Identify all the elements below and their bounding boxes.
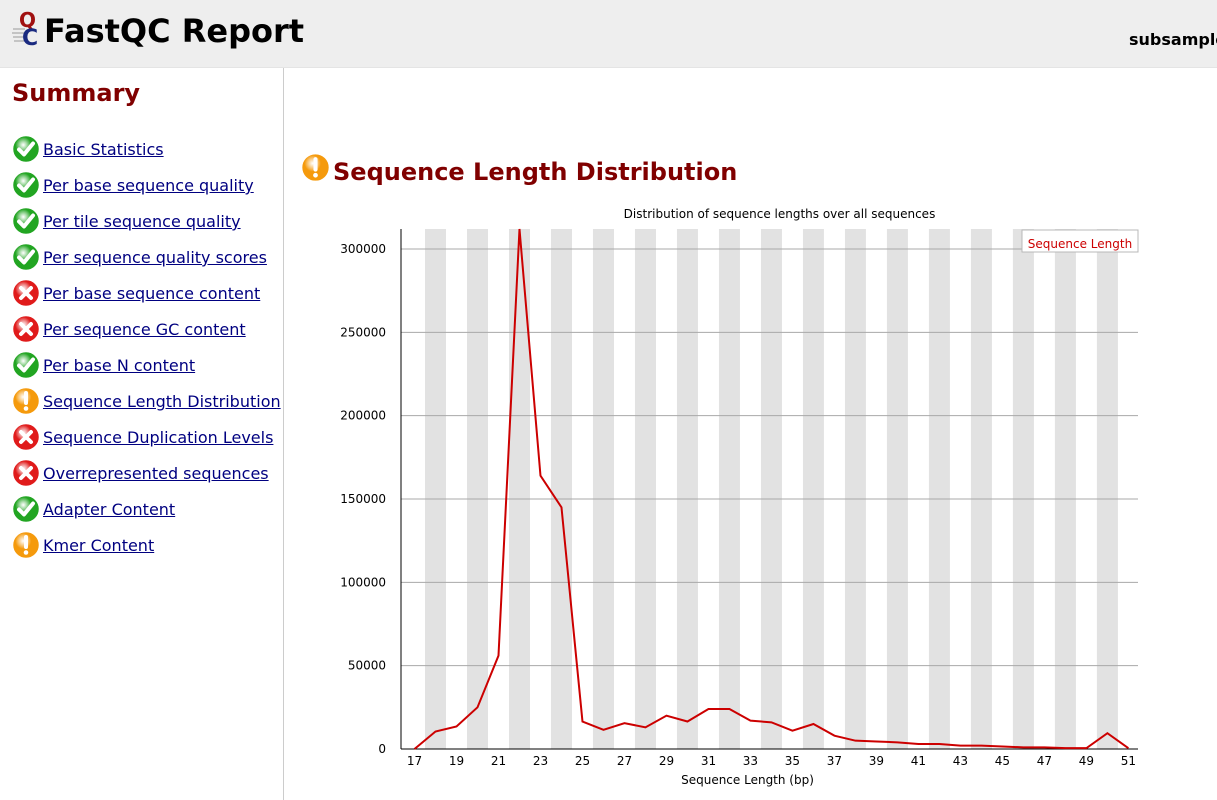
module-link[interactable]: Sequence Length Distribution	[43, 392, 281, 411]
x-tick-label: 31	[701, 754, 716, 768]
x-tick-label: 21	[491, 754, 506, 768]
module-item: Sequence Length Distribution	[11, 386, 281, 422]
summary-sidebar: Summary Basic Statistics Per base sequenc…	[0, 68, 284, 800]
module-item: Per sequence quality scores	[11, 242, 281, 278]
module-link[interactable]: Adapter Content	[43, 500, 176, 519]
y-tick-label: 300000	[340, 242, 386, 256]
x-tick-label: 45	[995, 754, 1010, 768]
sequence-length-chart: 0 50000 100000 150000 200000 250000 300000 17 19…	[340, 207, 1139, 787]
x-tick-label: 43	[953, 754, 968, 768]
module-link[interactable]: Per base sequence content	[43, 284, 261, 303]
module-item: Per sequence GC content	[11, 314, 281, 350]
grid-stripe	[970, 229, 992, 749]
module-item: Adapter Content	[11, 494, 281, 530]
x-tick-label: 17	[407, 754, 422, 768]
grid-stripe	[760, 229, 782, 749]
x-tick-label: 33	[743, 754, 758, 768]
module-item: Per base sequence content	[11, 278, 281, 314]
check-icon	[11, 350, 41, 380]
module-link[interactable]: Per sequence quality scores	[43, 248, 267, 267]
module-list: Basic Statistics Per base sequence qualit…	[11, 134, 281, 566]
grid-stripe	[424, 229, 446, 749]
module-item: Per base sequence quality	[11, 170, 281, 206]
report-filename: subsample	[1129, 30, 1217, 49]
report-title: FastQC Report	[44, 12, 305, 50]
legend-item: Sequence Length	[1028, 237, 1132, 251]
x-tick-label: 23	[533, 754, 548, 768]
y-tick-label: 150000	[340, 492, 386, 506]
x-tick-label: 35	[785, 754, 800, 768]
module-item: Basic Statistics	[11, 134, 281, 170]
module-link[interactable]: Per base sequence quality	[43, 176, 254, 195]
module-item: Kmer Content	[11, 530, 281, 566]
x-tick-label: 37	[827, 754, 842, 768]
legend-box	[1021, 229, 1139, 253]
x-tick-label: 39	[869, 754, 884, 768]
cross-icon	[11, 422, 41, 452]
y-tick-label: 200000	[340, 409, 386, 423]
y-tick-label: 250000	[340, 325, 386, 339]
y-tick-label: 0	[378, 742, 386, 756]
check-icon	[11, 206, 41, 236]
module-link[interactable]: Per base N content	[43, 356, 196, 375]
x-tick-label: 47	[1037, 754, 1052, 768]
module-item: Overrepresented sequences	[11, 458, 281, 494]
grid-stripe	[466, 229, 488, 749]
chart-title: Distribution of sequence lengths over al…	[624, 207, 936, 221]
check-icon	[11, 494, 41, 524]
x-tick-label: 41	[911, 754, 926, 768]
x-tick-label: 27	[617, 754, 632, 768]
chart-legend: Sequence Length	[1021, 229, 1139, 253]
grid-stripe	[592, 229, 614, 749]
module-link[interactable]: Per tile sequence quality	[43, 212, 241, 231]
module-item: Sequence Duplication Levels	[11, 422, 281, 458]
grid-stripe	[844, 229, 866, 749]
y-tick-label: 100000	[340, 575, 386, 589]
grid-stripe	[1012, 229, 1034, 749]
module-item: Per base N content	[11, 350, 281, 386]
cross-icon	[11, 278, 41, 308]
grid-stripe	[1054, 229, 1076, 749]
grid-stripe	[928, 229, 950, 749]
exclamation-icon	[11, 530, 41, 560]
grid-stripe	[802, 229, 824, 749]
check-icon	[11, 242, 41, 272]
grid-stripe	[508, 229, 530, 749]
svg-text:Q: Q	[19, 9, 36, 32]
fastqc-logo: Q C	[12, 9, 38, 49]
grid-stripe	[676, 229, 698, 749]
x-tick-label: 49	[1079, 754, 1094, 768]
cross-icon	[11, 314, 41, 344]
module-item: Per tile sequence quality	[11, 206, 281, 242]
summary-title: Summary	[12, 79, 141, 107]
report-header: Q C FastQC Report subsample	[0, 0, 1217, 68]
grid-stripe	[718, 229, 740, 749]
grid-stripe	[886, 229, 908, 749]
x-tick-label: 29	[659, 754, 674, 768]
module-link[interactable]: Overrepresented sequences	[43, 464, 269, 483]
check-icon	[11, 134, 41, 164]
x-tick-label: 51	[1121, 754, 1136, 768]
module-link[interactable]: Per sequence GC content	[43, 320, 246, 339]
x-tick-label: 19	[449, 754, 464, 768]
cross-icon	[11, 458, 41, 488]
svg-text:C: C	[22, 26, 38, 49]
check-icon	[11, 170, 41, 200]
module-link[interactable]: Sequence Duplication Levels	[43, 428, 274, 447]
grid-stripe	[550, 229, 572, 749]
exclamation-icon	[11, 386, 41, 416]
y-tick-label: 50000	[348, 659, 386, 673]
section-title: Sequence Length Distribution	[333, 158, 738, 186]
x-tick-label: 25	[575, 754, 590, 768]
module-link[interactable]: Kmer Content	[43, 536, 155, 555]
grid-stripe	[1096, 229, 1118, 749]
module-link[interactable]: Basic Statistics	[43, 140, 164, 159]
exclamation-icon	[300, 152, 331, 183]
x-axis-label: Sequence Length (bp)	[681, 773, 814, 787]
grid-stripe	[634, 229, 656, 749]
